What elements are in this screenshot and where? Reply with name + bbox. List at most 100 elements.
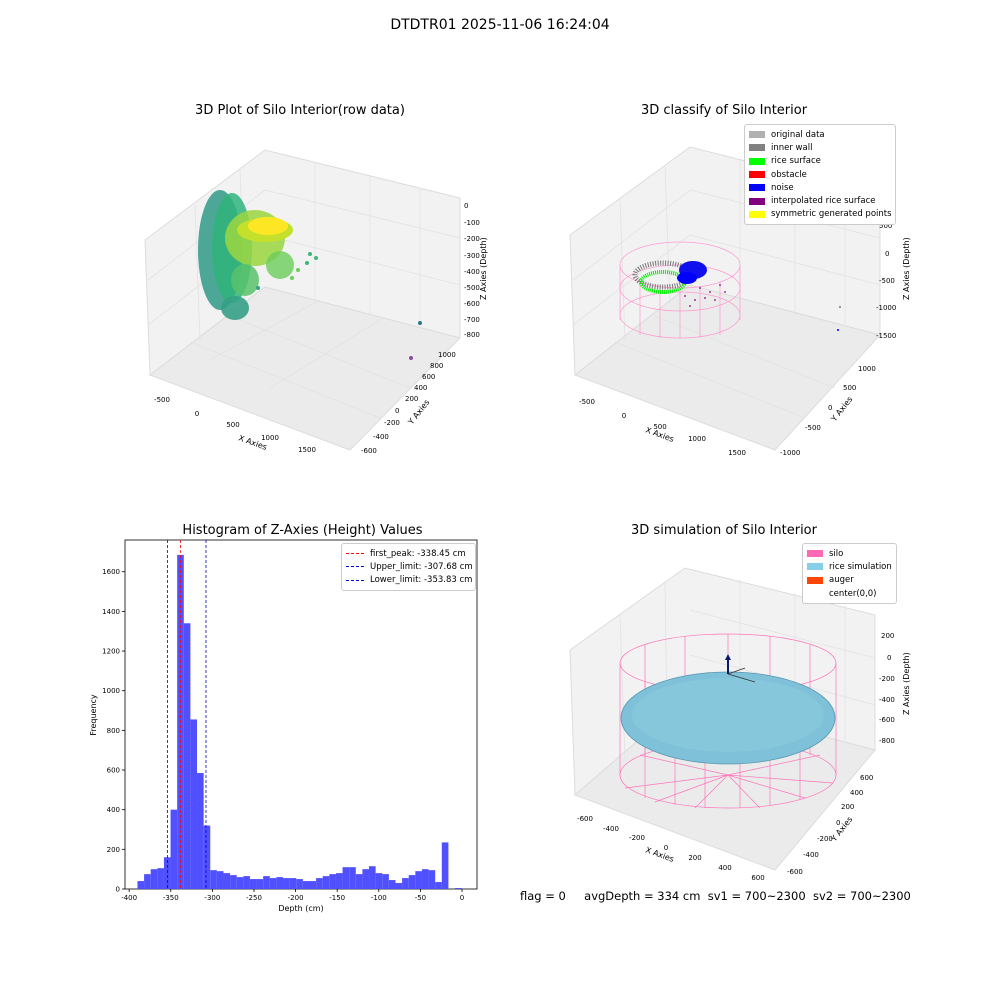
x-tick: 400 bbox=[718, 864, 731, 872]
y-tick-label: 200 bbox=[107, 846, 120, 854]
histogram-bar bbox=[435, 882, 442, 889]
histogram-bar bbox=[203, 825, 211, 889]
histogram-bar bbox=[382, 874, 389, 889]
y-tick: -1000 bbox=[780, 449, 800, 457]
y-tick: 0 bbox=[828, 404, 832, 412]
legend-line bbox=[346, 553, 364, 555]
sv2-text: sv2 = 700~2300 bbox=[812, 889, 911, 903]
histogram-bar bbox=[216, 871, 224, 889]
figure-title: DTDTR01 2025-11-06 16:24:04 bbox=[390, 17, 610, 33]
raw-z-axis-label: Z Axies (Depth) bbox=[479, 237, 488, 300]
simulation-3d-plot[interactable]: -600 -400 -200 0 200 400 600 -600 -400 -… bbox=[545, 550, 925, 880]
legend-item: inner wall bbox=[749, 141, 891, 154]
legend-swatch bbox=[749, 197, 765, 205]
histogram-x-axis-label: Depth (cm) bbox=[278, 904, 323, 913]
raw-plot-title: 3D Plot of Silo Interior(row data) bbox=[195, 103, 405, 118]
legend-line bbox=[346, 566, 364, 568]
x-tick: -200 bbox=[629, 834, 645, 842]
legend-item: Lower_limit: -353.83 cm bbox=[346, 574, 473, 587]
classify-z-axis-label: Z Axies (Depth) bbox=[902, 237, 911, 300]
y-tick-label: 600 bbox=[107, 767, 120, 775]
y-tick: -600 bbox=[787, 868, 803, 876]
histogram-bar bbox=[408, 875, 416, 889]
x-tick: 600 bbox=[751, 874, 764, 880]
histogram-bar bbox=[210, 870, 217, 889]
z-tick: -600 bbox=[879, 716, 895, 724]
legend-item: silo bbox=[807, 547, 892, 560]
histogram-bar bbox=[230, 875, 237, 889]
histogram-bar bbox=[388, 880, 396, 889]
legend-swatch bbox=[749, 171, 765, 179]
histogram-chart[interactable]: -400 -350 -300 -250 -200 -150 -100 -50 0 0 200 400… bbox=[80, 535, 500, 920]
histogram-bar bbox=[183, 623, 191, 889]
legend-label: first_peak: -338.45 cm bbox=[370, 548, 466, 559]
histogram-bar bbox=[329, 874, 336, 889]
legend-swatch bbox=[807, 576, 823, 584]
avg-depth-text: avgDepth = 334 cm bbox=[584, 889, 701, 903]
histogram-bar bbox=[137, 881, 145, 889]
legend-item: rice surface bbox=[749, 155, 891, 168]
histogram-bar bbox=[163, 857, 171, 889]
x-tick: 1000 bbox=[688, 435, 706, 443]
legend-item: center(0,0) bbox=[807, 587, 892, 600]
histogram-bar bbox=[441, 842, 449, 889]
raw-3d-plot[interactable]: -500 0 500 1000 1500 -600 -400 -200 0 20… bbox=[120, 130, 500, 460]
x-tick: 200 bbox=[688, 854, 701, 862]
x-tick: 1500 bbox=[298, 446, 316, 454]
legend-item: interpolated rice surface bbox=[749, 194, 891, 207]
classify-x-tick-labels: -500 0 500 1000 1500 bbox=[579, 398, 746, 457]
simulation-x-axis-label: X Axies bbox=[644, 845, 675, 864]
y-tick: 500 bbox=[843, 384, 856, 392]
histogram-bar bbox=[362, 869, 370, 889]
histogram-bar bbox=[243, 876, 250, 889]
legend-swatch bbox=[749, 210, 765, 218]
x-tick: 500 bbox=[653, 423, 666, 431]
histogram-bar bbox=[236, 877, 244, 889]
histogram-bar bbox=[316, 878, 323, 889]
legend-label: Upper_limit: -307.68 cm bbox=[370, 561, 473, 572]
x-tick-label: -250 bbox=[246, 894, 262, 902]
z-tick: -800 bbox=[464, 331, 480, 339]
simulation-z-axis-label: Z Axies (Depth) bbox=[902, 652, 911, 715]
simulation-plot-title: 3D simulation of Silo Interior bbox=[631, 523, 817, 538]
legend-item: auger bbox=[807, 574, 892, 587]
classify-plot-title: 3D classify of Silo Interior bbox=[640, 103, 808, 118]
histogram-bar bbox=[395, 883, 403, 889]
z-tick: -500 bbox=[879, 277, 895, 285]
legend-label: rice simulation bbox=[829, 561, 892, 572]
z-tick: -700 bbox=[464, 316, 480, 324]
legend-label: auger bbox=[829, 575, 854, 586]
z-tick: -400 bbox=[879, 696, 895, 704]
histogram-bar bbox=[349, 867, 356, 889]
status-line: flag = 0 avgDepth = 334 cm sv1 = 700~230… bbox=[520, 889, 911, 903]
histogram-bar bbox=[190, 719, 198, 889]
histogram-reference-lines bbox=[167, 540, 207, 889]
histogram-x-ticks: -400 -350 -300 -250 -200 -150 -100 -50 0 bbox=[121, 889, 464, 902]
raw-x-tick-labels: -500 0 500 1000 1500 bbox=[154, 396, 316, 454]
legend-label: interpolated rice surface bbox=[771, 196, 876, 207]
histogram-bar bbox=[375, 873, 383, 889]
y-tick: 400 bbox=[850, 789, 863, 797]
classify-z-tick-labels: 500 0 -500 -1000 -1500 bbox=[876, 222, 896, 340]
legend-swatch bbox=[749, 131, 765, 139]
y-tick-label: 1400 bbox=[102, 608, 120, 616]
legend-label: Lower_limit: -353.83 cm bbox=[370, 575, 473, 586]
y-tick: 1000 bbox=[438, 351, 456, 359]
histogram-bar bbox=[302, 881, 310, 889]
legend-label: silo bbox=[829, 548, 844, 559]
legend-label: noise bbox=[771, 182, 794, 193]
y-tick: -200 bbox=[384, 419, 400, 427]
legend-swatch bbox=[749, 184, 765, 192]
x-tick: 0 bbox=[195, 410, 199, 418]
histogram-bar bbox=[355, 874, 363, 889]
z-tick: -400 bbox=[464, 268, 480, 276]
legend-item: obstacle bbox=[749, 168, 891, 181]
y-tick-label: 1600 bbox=[102, 568, 120, 576]
y-tick: -600 bbox=[361, 447, 377, 455]
y-tick-label: 1200 bbox=[102, 648, 120, 656]
y-tick-label: 400 bbox=[107, 806, 120, 814]
y-tick-label: 800 bbox=[107, 727, 120, 735]
x-tick: 1000 bbox=[261, 434, 279, 442]
legend-label: inner wall bbox=[771, 142, 813, 153]
sv1-text: sv1 = 700~2300 bbox=[707, 889, 806, 903]
